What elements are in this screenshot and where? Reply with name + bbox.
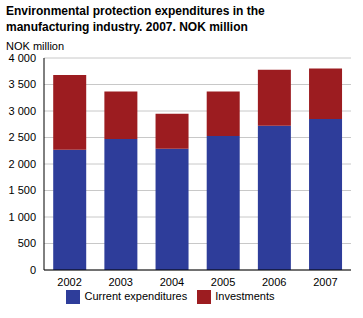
html-text:Environmental protection expen: Environmental protection expenditures in… bbox=[6, 4, 265, 34]
svg-text:1 000: 1 000 bbox=[8, 211, 36, 223]
svg-text:3 500: 3 500 bbox=[8, 78, 36, 90]
svg-text:2006: 2006 bbox=[262, 276, 286, 288]
svg-text:4 000: 4 000 bbox=[8, 52, 36, 64]
html-text:Investments: Investments bbox=[215, 290, 275, 302]
html-text:Current expenditures: Current expenditures bbox=[84, 290, 188, 302]
svg-text:1 500: 1 500 bbox=[8, 184, 36, 196]
svg-text:2002: 2002 bbox=[57, 276, 81, 288]
svg-text:0: 0 bbox=[30, 264, 36, 276]
svg-text:3 000: 3 000 bbox=[8, 105, 36, 117]
svg-text:2003: 2003 bbox=[109, 276, 133, 288]
html-text:NOK million: NOK million bbox=[6, 40, 65, 52]
svg-text:500: 500 bbox=[18, 237, 36, 249]
svg-text:2004: 2004 bbox=[160, 276, 184, 288]
svg-text:2005: 2005 bbox=[211, 276, 235, 288]
svg-text:2007: 2007 bbox=[313, 276, 337, 288]
svg-text:2 000: 2 000 bbox=[8, 158, 36, 170]
svg-text:2 500: 2 500 bbox=[8, 131, 36, 143]
